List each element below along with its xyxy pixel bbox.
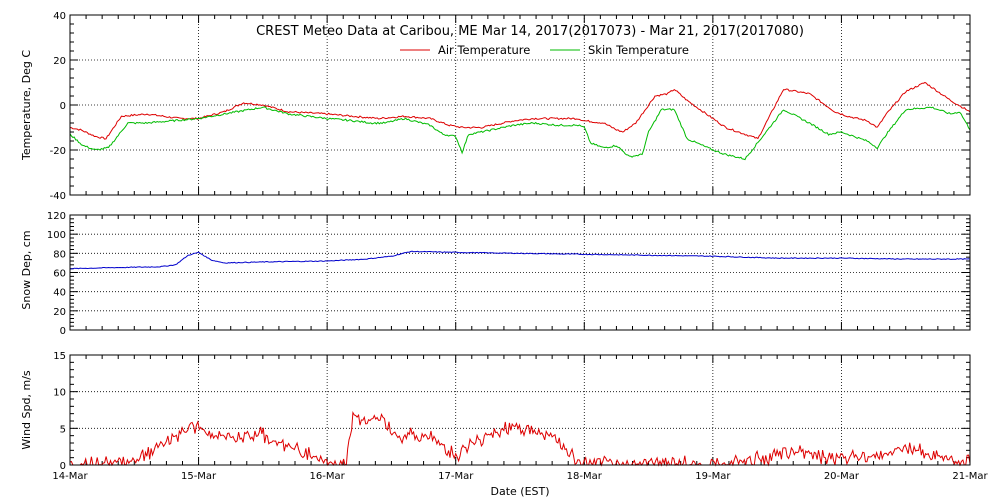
temperature-ytick-label: -20: [50, 146, 66, 157]
x-tick-label: 20-Mar: [824, 471, 860, 482]
x-tick-label: 15-Mar: [181, 471, 217, 482]
snow-depth-ytick-label: 80: [53, 249, 66, 260]
x-tick-label: 21-Mar: [952, 471, 988, 482]
chart-panels: -40 -20 0 20 40 0 20 40 60 80 100 120 0 5 10 15 14-Mar 15…: [47, 11, 989, 482]
temperature-panel: -40 -20 0 20 40: [50, 11, 971, 202]
temperature-axis-title: Temperature, Deg C: [20, 50, 33, 161]
snow-depth-ytick-label: 0: [60, 326, 66, 337]
temperature-ytick-label: -40: [50, 191, 66, 202]
temperature-ytick-label: 20: [53, 56, 66, 67]
temperature-ytick-label: 0: [60, 101, 66, 112]
snow-depth-ytick-label: 60: [53, 269, 66, 280]
chart-title: CREST Meteo Data at Caribou, ME Mar 14, …: [256, 24, 804, 39]
air-temperature-series-line: [69, 81, 971, 140]
wind-speed-series-line: [69, 410, 971, 467]
x-tick-label: 16-Mar: [310, 471, 346, 482]
wind-speed-ytick-label: 5: [60, 424, 66, 435]
snow-depth-panel: 0 20 40 60 80 100 120: [47, 211, 971, 337]
snow-depth-series-line: [70, 250, 971, 270]
snow-depth-ytick-label: 100: [47, 230, 66, 241]
temperature-ytick-label: 40: [53, 11, 66, 22]
wind-speed-panel: 0 5 10 15: [53, 351, 971, 472]
snow-depth-ytick-label: 120: [47, 211, 66, 222]
temperature-plot-frame: [69, 14, 971, 196]
x-tick-label: 17-Mar: [438, 471, 474, 482]
legend-label-skin-temperature: Skin Temperature: [588, 43, 689, 57]
legend-label-air-temperature: Air Temperature: [438, 43, 530, 57]
wind-speed-ytick-label: 10: [53, 388, 66, 399]
snow-depth-plot-frame: [69, 214, 971, 331]
skin-temperature-series-line: [69, 106, 971, 161]
snow-axis-title: Snow Dep, cm: [20, 230, 33, 309]
x-tick-label: 14-Mar: [52, 471, 88, 482]
snow-depth-ytick-label: 40: [53, 288, 66, 299]
wind-speed-plot-frame: [69, 354, 971, 466]
wind-axis-title: Wind Spd, m/s: [20, 370, 33, 450]
x-tick-label: 19-Mar: [695, 471, 731, 482]
x-tick-label: 18-Mar: [567, 471, 603, 482]
snow-depth-ytick-label: 20: [53, 307, 66, 318]
legend: Air Temperature Skin Temperature: [400, 43, 689, 57]
x-axis-title: Date (EST): [490, 485, 549, 498]
wind-speed-ytick-label: 15: [53, 351, 66, 362]
wind-speed-ytick-label: 0: [60, 461, 66, 472]
